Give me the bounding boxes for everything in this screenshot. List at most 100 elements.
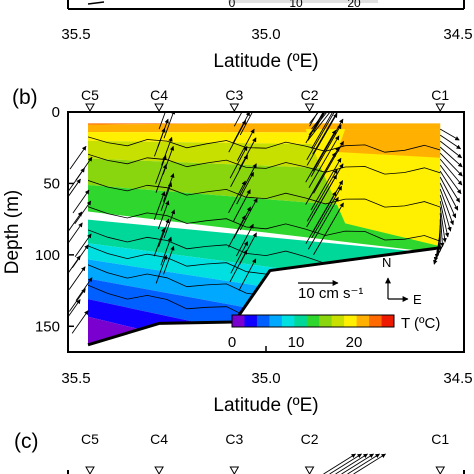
colorbar-swatch xyxy=(369,315,382,327)
next-current-vector xyxy=(353,453,386,474)
x-axis-label: Latitude (ºE) xyxy=(213,395,318,416)
current-vector xyxy=(68,167,85,192)
current-vector xyxy=(238,258,257,291)
current-vector xyxy=(69,145,87,170)
current-vector xyxy=(308,135,340,189)
temperature-colorbar xyxy=(231,314,395,328)
current-vector xyxy=(158,218,170,248)
current-vector xyxy=(309,112,320,124)
current-vector xyxy=(439,195,452,232)
y-tick-label: 100 xyxy=(35,247,60,264)
current-vector xyxy=(155,154,167,184)
current-vector xyxy=(155,254,168,284)
current-vector xyxy=(439,176,459,211)
current-vector xyxy=(313,202,344,256)
current-vector xyxy=(236,223,254,257)
colorbar-swatch xyxy=(232,315,245,327)
vector-scale-label: 10 cm s⁻¹ xyxy=(298,285,363,302)
current-vector xyxy=(439,152,463,177)
station-triangle-c5 xyxy=(85,103,95,113)
next-station-triangle-c3 xyxy=(229,466,240,474)
current-vector xyxy=(439,164,462,195)
current-vectors xyxy=(68,112,463,334)
y-axis-ticks: 0 50 100 150 xyxy=(35,104,74,335)
current-vector xyxy=(68,299,81,318)
compass-north-label: N xyxy=(382,255,391,270)
current-vector xyxy=(71,310,89,334)
isotherm-line xyxy=(88,136,441,153)
previous-panel-remnant: 0 10 20 35.5 35.0 34.5 Latitude (ºE) xyxy=(61,0,473,72)
current-vector xyxy=(68,178,81,198)
current-vector xyxy=(439,158,463,186)
current-vector xyxy=(154,127,166,157)
current-vector xyxy=(233,206,251,239)
colorbar-swatch xyxy=(281,315,295,327)
station-triangle-c4 xyxy=(154,103,164,113)
current-vector xyxy=(163,112,176,139)
current-vector xyxy=(439,140,463,159)
current-vector xyxy=(308,112,328,136)
current-vector xyxy=(307,196,339,250)
next-station-triangle-c2 xyxy=(304,466,315,474)
next-station-triangle-c5 xyxy=(85,466,95,474)
next-current-vector xyxy=(347,453,380,474)
temperature-band xyxy=(337,129,441,158)
prev-colorbar-tick-10: 10 xyxy=(289,0,303,10)
current-vector xyxy=(439,188,454,226)
y-tick-label: 150 xyxy=(35,318,60,335)
current-vector xyxy=(306,113,338,166)
current-vector xyxy=(439,170,461,203)
colorbar-swatch xyxy=(344,315,357,327)
current-vector xyxy=(157,200,170,230)
current-vector xyxy=(228,180,246,213)
prev-x-tick-2: 34.5 xyxy=(443,26,472,43)
y-tick-label: 0 xyxy=(52,104,60,121)
next-station-label-c3: C3 xyxy=(225,431,243,447)
next-station-label-c2: C2 xyxy=(301,431,319,447)
colorbar-tick-20: 20 xyxy=(346,334,363,351)
current-vector xyxy=(239,197,258,231)
x-tick-label: 34.5 xyxy=(443,370,472,387)
current-vector xyxy=(310,157,342,211)
current-vector xyxy=(305,129,337,183)
y-tick-label: 50 xyxy=(43,175,60,192)
x-tick-label: 35.5 xyxy=(61,370,90,387)
station-label-c2: C2 xyxy=(301,87,319,103)
panel-label: (b) xyxy=(12,86,38,109)
current-vector xyxy=(233,189,251,222)
current-vector xyxy=(239,112,253,136)
current-vector xyxy=(239,163,257,196)
next-current-vector xyxy=(341,453,374,474)
compass-east-label: E xyxy=(413,292,422,307)
station-label-c4: C4 xyxy=(150,87,168,103)
current-vector xyxy=(233,112,243,127)
current-vector xyxy=(72,189,90,214)
current-vector xyxy=(230,154,248,188)
next-panel-remnant: (c) C5 C4 C3 C2 C1 xyxy=(14,430,465,474)
current-vector xyxy=(161,136,173,166)
colorbar-label: T (ºC) xyxy=(401,315,440,332)
current-vector xyxy=(311,112,334,149)
x-tick-label: 35.0 xyxy=(251,370,280,387)
next-current-vector xyxy=(323,453,356,474)
station-triangle-c1 xyxy=(435,103,446,113)
y-axis-label: Depth (m) xyxy=(2,190,23,274)
temperature-field xyxy=(88,123,441,345)
current-vector xyxy=(305,152,337,205)
prev-x-tick-1: 35.0 xyxy=(251,26,280,43)
current-vector xyxy=(153,191,166,221)
current-vector xyxy=(310,124,342,177)
current-vector xyxy=(74,233,92,258)
current-vector xyxy=(68,266,86,290)
next-panel-label: (c) xyxy=(14,430,39,453)
current-vector xyxy=(228,215,246,248)
current-vector xyxy=(311,185,343,239)
prev-x-tick-0: 35.5 xyxy=(61,26,90,43)
next-station-label-c5: C5 xyxy=(81,431,99,447)
current-vector xyxy=(162,173,175,202)
station-label-c5: C5 xyxy=(81,87,99,103)
temperature-band xyxy=(88,312,441,345)
colorbar-swatch xyxy=(381,315,395,327)
colorbar-swatch xyxy=(306,315,320,327)
